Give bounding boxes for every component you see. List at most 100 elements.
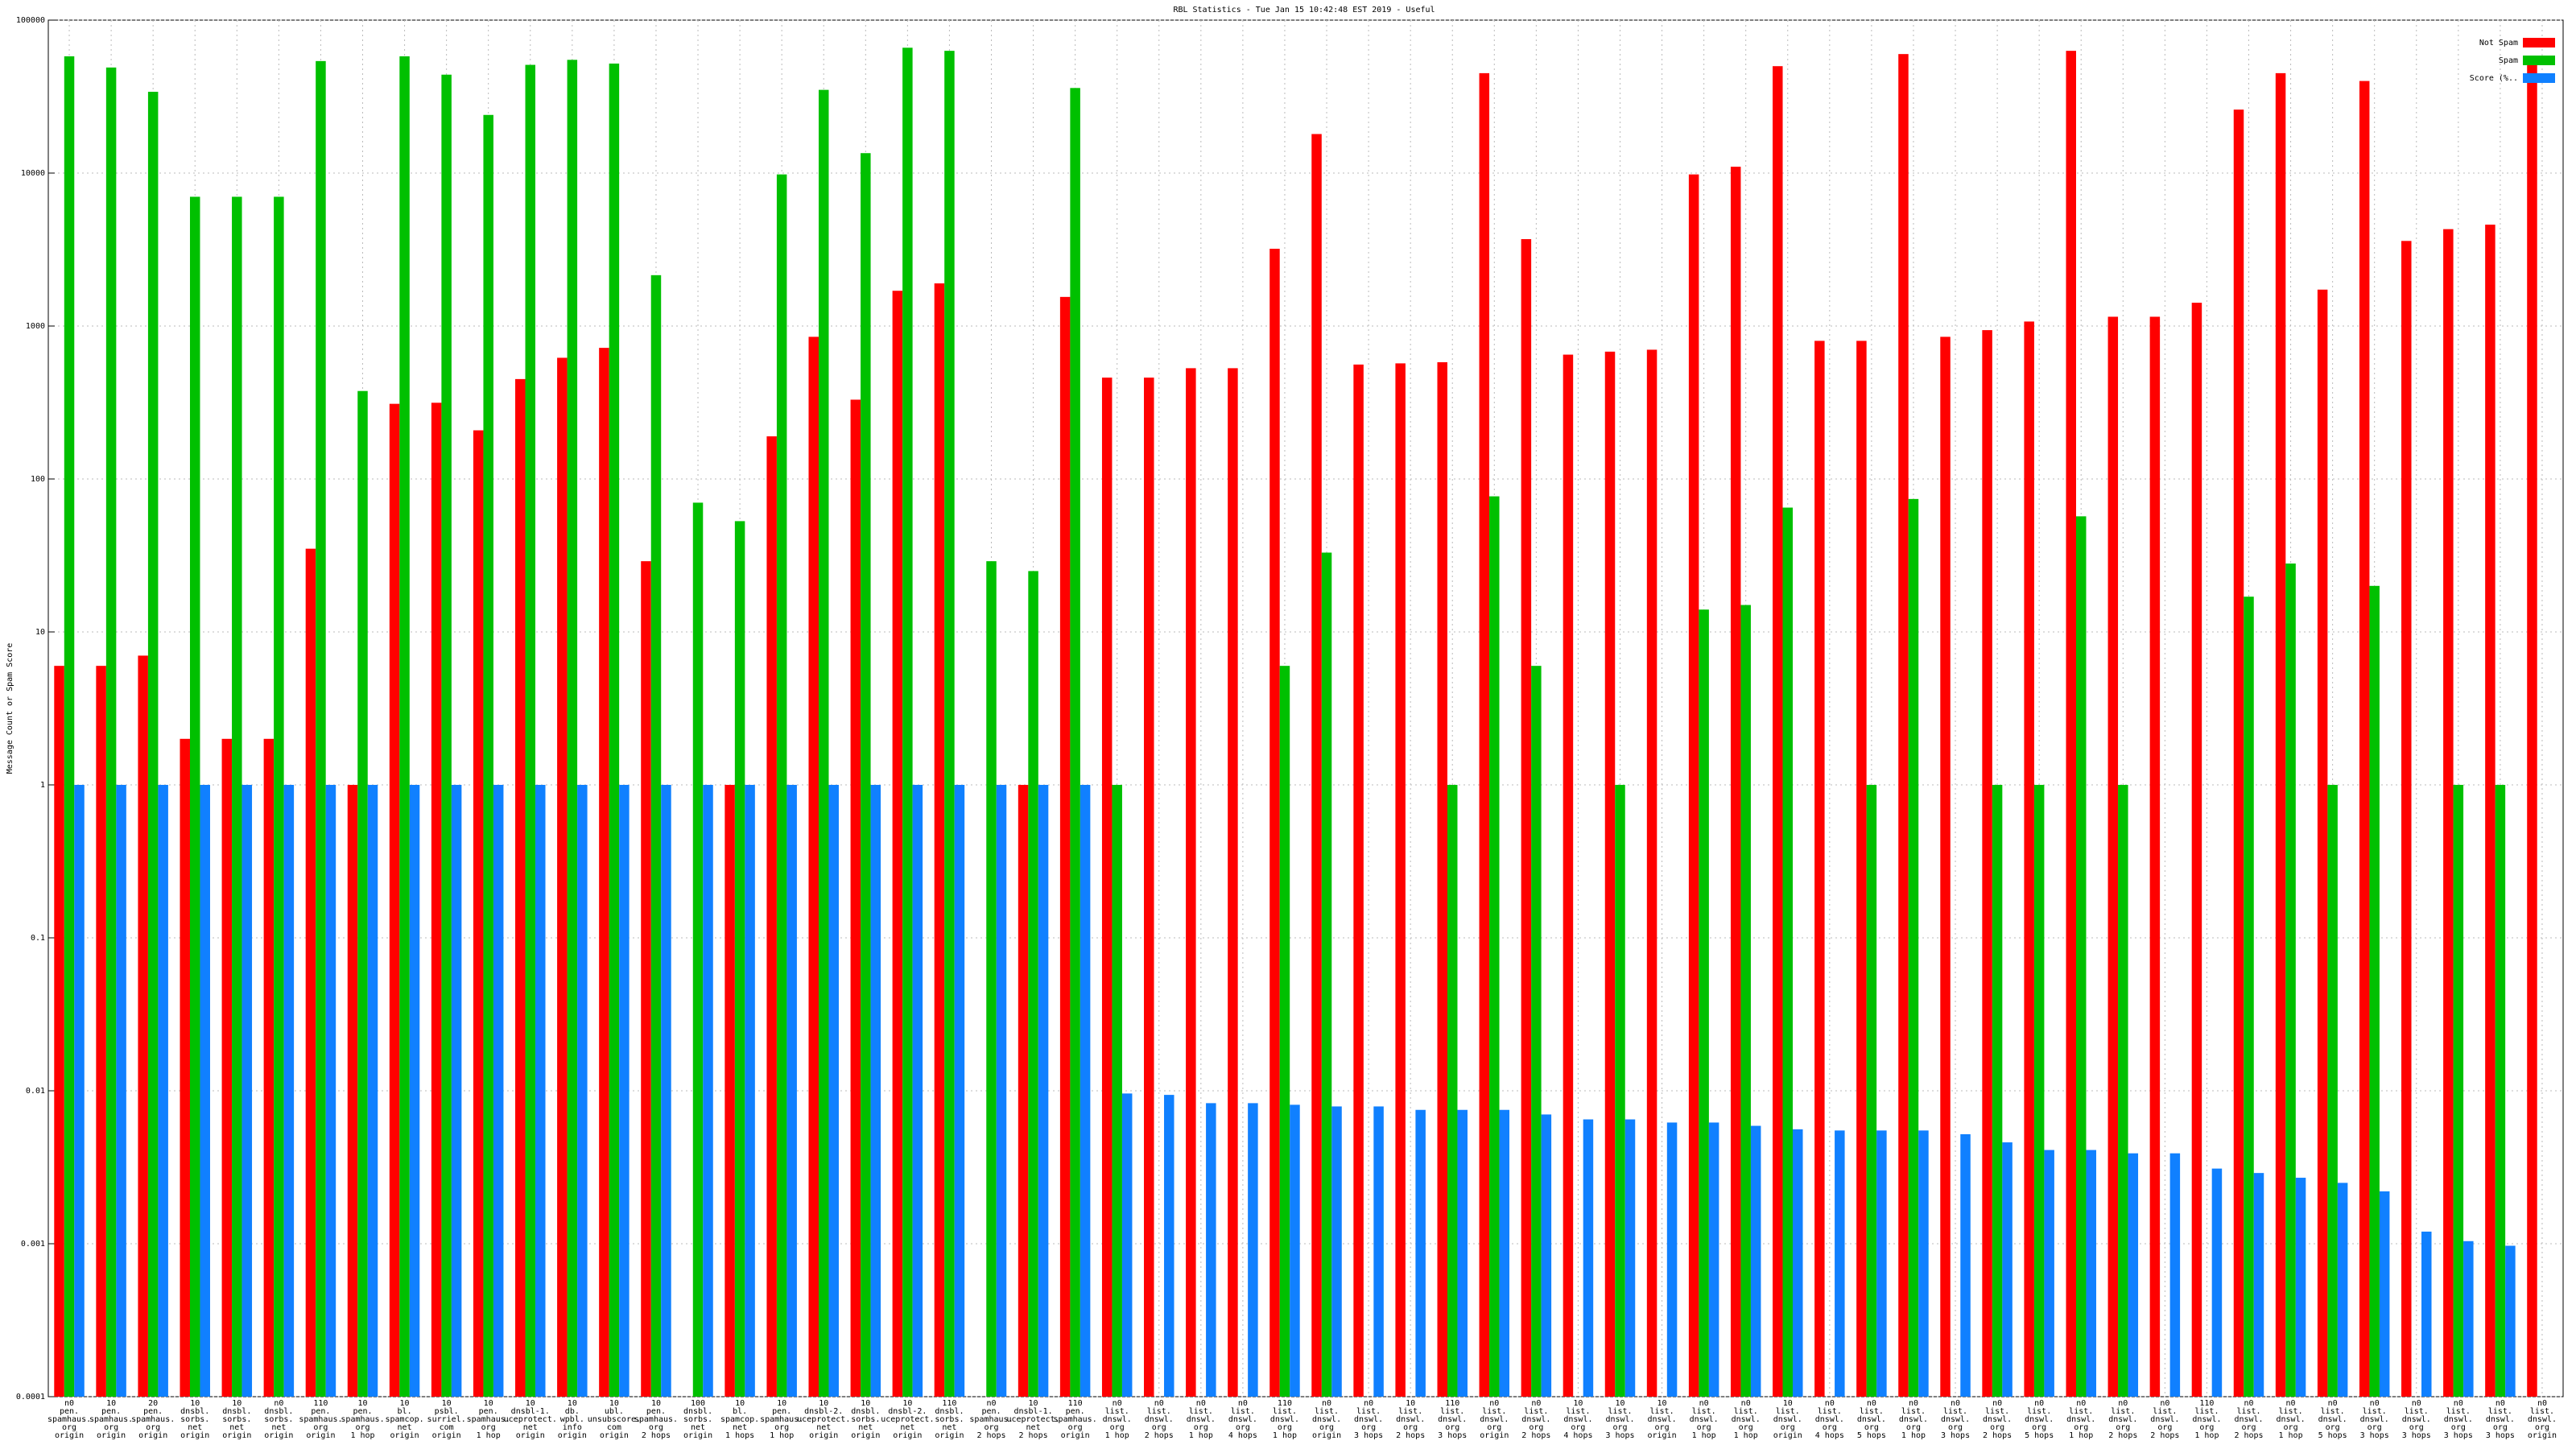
- x-tick-label-line: list.: [1734, 1407, 1758, 1416]
- x-tick-label-line: org: [313, 1423, 328, 1432]
- x-tick-label-line: 20: [148, 1399, 158, 1408]
- bar: [724, 785, 735, 1397]
- bar: [2191, 303, 2202, 1397]
- x-tick-label-line: origin: [558, 1431, 587, 1440]
- bar: [116, 785, 126, 1397]
- legend-label: Not Spam: [2479, 39, 2518, 47]
- x-tick-label-line: dnswl.: [1983, 1415, 2012, 1424]
- x-tick-label-line: n0: [1951, 1399, 1960, 1408]
- bar: [2327, 785, 2338, 1397]
- x-tick-label-line: n0: [1825, 1399, 1835, 1408]
- x-tick-label-line: org: [1990, 1423, 2004, 1432]
- bar: [1206, 1103, 1216, 1397]
- bar: [818, 89, 829, 1397]
- bar: [325, 785, 336, 1397]
- x-tick-label-line: org: [2199, 1423, 2214, 1432]
- x-tick-label: n0 list. dnswl. org 2 hops: [2150, 1399, 2179, 1440]
- x-tick-label: 10 pen. spamhaus. org 1 hop: [467, 1399, 510, 1440]
- x-tick-label-line: origin: [809, 1431, 838, 1440]
- x-tick-label-line: spamhaus.: [299, 1415, 342, 1424]
- x-tick-label-line: 3 hops: [1354, 1431, 1383, 1440]
- x-tick-label-line: dnsbl.: [180, 1407, 209, 1416]
- bar: [1479, 72, 1490, 1397]
- bar: [1940, 336, 1951, 1397]
- x-tick-label-line: list.: [1524, 1407, 1548, 1416]
- bar: [96, 666, 106, 1397]
- x-tick-label-line: org: [2074, 1423, 2088, 1432]
- x-tick-label-line: 2 hops: [1019, 1431, 1048, 1440]
- x-tick-label-line: org: [2493, 1423, 2508, 1432]
- bar: [892, 291, 903, 1397]
- bar: [1908, 498, 1919, 1397]
- bar: [776, 174, 787, 1397]
- x-tick-label-line: 2 hops: [1521, 1431, 1550, 1440]
- x-tick-label: n0 list. dnswl. org 3 hops: [2444, 1399, 2473, 1440]
- bar: [934, 283, 945, 1397]
- x-tick-label-line: 110: [2199, 1399, 2214, 1408]
- x-tick-label-line: origin: [600, 1431, 629, 1440]
- x-tick-label: 110 list. dnswl. org 1 hop: [1270, 1399, 1299, 1440]
- bar: [641, 561, 651, 1397]
- bar: [1563, 354, 1574, 1397]
- bar: [2066, 51, 2076, 1397]
- x-tick-label-line: 3 hops: [2486, 1431, 2515, 1440]
- x-tick-label: n0 list. dnswl. org 1 hop: [1103, 1399, 1132, 1440]
- x-tick-label-line: 10: [1406, 1399, 1415, 1408]
- x-tick-label-line: 10: [232, 1399, 242, 1408]
- bar: [2337, 1183, 2348, 1397]
- bar: [347, 785, 358, 1397]
- x-tick-label: n0 list. dnswl. org 1 hop: [2277, 1399, 2306, 1440]
- x-tick-label-line: 1 hop: [477, 1431, 501, 1440]
- x-tick-label-line: list.: [1650, 1407, 1674, 1416]
- bar: [316, 60, 326, 1397]
- bar: [1898, 54, 1909, 1397]
- x-tick-label: 10 dnsbl. sorbs. net origin: [851, 1399, 880, 1440]
- y-tick-label: 1000: [26, 322, 45, 331]
- x-tick-label-line: spamcop.: [720, 1415, 759, 1424]
- bar: [2369, 585, 2380, 1397]
- x-tick-label-line: 5 hops: [2025, 1431, 2054, 1440]
- x-tick-label-line: com: [607, 1423, 621, 1432]
- x-tick-label: n0 list. dnswl. org 5 hops: [1857, 1399, 1886, 1440]
- x-tick-label-line: n0: [2537, 1399, 2547, 1408]
- x-tick-label-line: dnsbl-1.: [1013, 1407, 1052, 1416]
- bar: [2421, 1231, 2432, 1397]
- x-tick-label-line: origin: [138, 1431, 167, 1440]
- x-tick-label-line: n0: [1909, 1399, 1918, 1408]
- x-tick-label: 10 db. wpbl. info origin: [558, 1399, 587, 1440]
- x-tick-label: 10 bl. spamcop. net origin: [385, 1399, 423, 1440]
- x-tick-label-line: 10: [609, 1399, 619, 1408]
- x-tick-label: n0 list. dnswl. org 3 hops: [2360, 1399, 2389, 1440]
- x-tick-label: n0 list. dnswl. org 4 hops: [1228, 1399, 1257, 1440]
- x-tick-label-line: dnswl.: [2277, 1415, 2306, 1424]
- x-tick-label-line: dnswl.: [2402, 1415, 2431, 1424]
- bar: [1186, 368, 1196, 1397]
- bar: [1773, 66, 1783, 1397]
- x-tick-label-line: org: [2284, 1423, 2298, 1432]
- x-tick-label-line: 1 hop: [1734, 1431, 1758, 1440]
- bar: [535, 785, 546, 1397]
- bar: [1699, 609, 1709, 1397]
- bar: [1688, 174, 1699, 1397]
- x-tick-label-line: dnswl.: [2528, 1415, 2557, 1424]
- bar: [274, 196, 284, 1397]
- x-tick-label-line: org: [1487, 1423, 1501, 1432]
- bar: [399, 56, 410, 1397]
- x-tick-label: 10 pen. spamhaus. org 2 hops: [634, 1399, 678, 1440]
- y-tick-label: 0.001: [21, 1240, 45, 1249]
- x-tick-label-line: list.: [1860, 1407, 1884, 1416]
- x-tick-label-line: n0: [2454, 1399, 2463, 1408]
- x-tick-label-line: org: [774, 1423, 789, 1432]
- x-tick-label-line: 10: [902, 1399, 912, 1408]
- x-tick-label-line: origin: [1773, 1431, 1802, 1440]
- x-tick-label-line: list.: [1189, 1407, 1213, 1416]
- x-tick-label-line: list.: [1901, 1407, 1926, 1416]
- x-tick-label-line: n0: [1699, 1399, 1709, 1408]
- x-tick-label-line: origin: [2528, 1431, 2557, 1440]
- x-tick-label-line: list.: [2446, 1407, 2471, 1416]
- chart-title: RBL Statistics - Tue Jan 15 10:42:48 EST…: [1173, 6, 1435, 14]
- x-tick-label: 10 list. dnswl. org origin: [1648, 1399, 1677, 1440]
- x-tick-label-line: dnswl.: [1187, 1415, 1216, 1424]
- bar: [305, 548, 316, 1397]
- bar: [441, 74, 452, 1397]
